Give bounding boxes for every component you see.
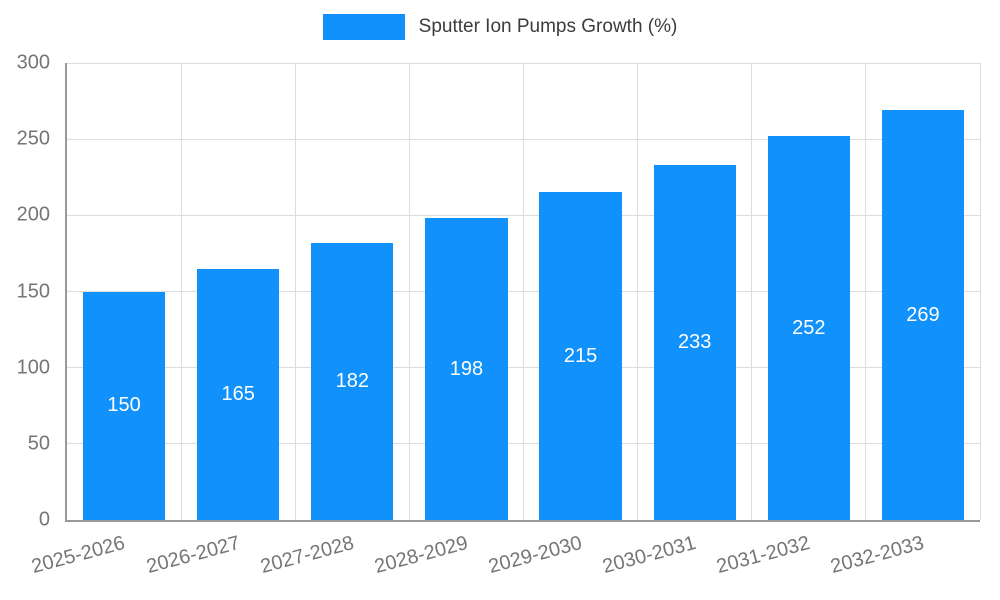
y-tick-label: 200 — [16, 203, 50, 226]
bar-value-label: 198 — [449, 357, 484, 380]
bar[interactable]: 198 — [425, 218, 508, 520]
y-tick-label: 250 — [16, 127, 50, 150]
bar-value-label: 233 — [677, 331, 712, 354]
x-axis-labels: 2025-2026 2026-2027 2027-2028 2028-2029 2029… — [30, 528, 980, 594]
y-tick-label: 100 — [16, 356, 50, 379]
bar-value-label: 252 — [792, 316, 826, 339]
y-tick-label: 50 — [27, 432, 50, 455]
y-tick-label: 150 — [16, 280, 50, 302]
bar[interactable]: 269 — [881, 110, 964, 520]
y-tick-label: 0 — [38, 508, 50, 531]
bar-value-label: 182 — [335, 369, 369, 392]
x-tick-label: 2025-2026 — [29, 532, 128, 579]
plot-area: 150 165 182 198 215 233 252 269 — [65, 62, 981, 522]
x-tick-label: 2031-2032 — [714, 532, 813, 579]
legend[interactable]: Sputter Ion Pumps Growth (%) — [0, 14, 1000, 40]
legend-swatch — [322, 14, 405, 40]
bar[interactable]: 165 — [197, 268, 280, 520]
bar[interactable]: 182 — [311, 242, 394, 520]
bar-value-label: 215 — [563, 344, 598, 367]
v-gridline — [979, 63, 981, 520]
v-gridline — [865, 63, 867, 520]
x-tick-label: 2027-2028 — [257, 532, 357, 579]
x-tick-label: 2028-2029 — [372, 532, 471, 579]
bar[interactable]: 215 — [539, 192, 622, 520]
bar-value-label: 269 — [906, 303, 940, 326]
bar[interactable]: 150 — [82, 291, 166, 520]
x-tick-label: 2026-2027 — [143, 532, 242, 579]
bar-value-label: 150 — [107, 394, 141, 417]
x-tick-label: 2029-2030 — [486, 532, 585, 579]
bar[interactable]: 233 — [653, 165, 736, 520]
v-gridline — [637, 63, 639, 520]
v-gridline — [523, 63, 524, 520]
x-tick-label: 2032-2033 — [828, 532, 927, 579]
y-axis-labels: 0 50 100 150 200 250 300 — [0, 52, 56, 531]
x-tick-label: 2030-2031 — [600, 532, 699, 579]
bar-value-label: 165 — [221, 382, 255, 405]
v-gridline — [408, 63, 410, 520]
legend-label: Sputter Ion Pumps Growth (%) — [418, 16, 678, 37]
v-gridline — [751, 63, 753, 520]
y-tick-label: 300 — [16, 51, 50, 74]
v-gridline — [180, 63, 182, 520]
v-gridline — [294, 63, 296, 520]
bar[interactable]: 252 — [767, 136, 850, 520]
